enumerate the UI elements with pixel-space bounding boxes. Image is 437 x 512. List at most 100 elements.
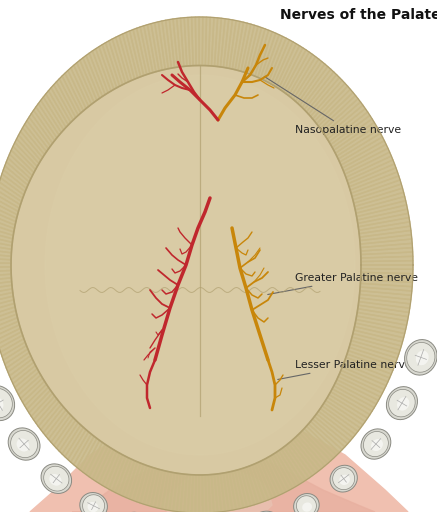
Polygon shape bbox=[0, 274, 11, 280]
Polygon shape bbox=[335, 126, 378, 156]
Polygon shape bbox=[235, 22, 247, 71]
Polygon shape bbox=[112, 37, 128, 83]
Polygon shape bbox=[0, 300, 14, 310]
Polygon shape bbox=[191, 475, 196, 512]
Polygon shape bbox=[170, 19, 177, 68]
Polygon shape bbox=[162, 472, 171, 510]
Polygon shape bbox=[316, 89, 353, 126]
Polygon shape bbox=[268, 38, 289, 84]
Polygon shape bbox=[279, 46, 303, 90]
Polygon shape bbox=[133, 464, 147, 502]
Polygon shape bbox=[23, 124, 46, 155]
Polygon shape bbox=[59, 422, 81, 454]
Polygon shape bbox=[341, 367, 386, 389]
Polygon shape bbox=[65, 71, 86, 111]
Ellipse shape bbox=[17, 438, 29, 452]
Polygon shape bbox=[0, 259, 11, 263]
Polygon shape bbox=[31, 110, 55, 143]
Polygon shape bbox=[241, 468, 254, 506]
Polygon shape bbox=[304, 72, 336, 112]
Polygon shape bbox=[109, 39, 125, 84]
Polygon shape bbox=[326, 397, 365, 425]
Polygon shape bbox=[144, 25, 156, 73]
Polygon shape bbox=[0, 245, 12, 253]
Polygon shape bbox=[361, 257, 413, 262]
Polygon shape bbox=[298, 433, 328, 466]
Polygon shape bbox=[326, 105, 365, 139]
Polygon shape bbox=[238, 23, 251, 71]
Polygon shape bbox=[260, 460, 279, 497]
Polygon shape bbox=[166, 19, 174, 68]
Polygon shape bbox=[298, 64, 328, 105]
Polygon shape bbox=[258, 461, 276, 498]
Polygon shape bbox=[0, 325, 21, 340]
Polygon shape bbox=[268, 456, 289, 492]
Polygon shape bbox=[21, 378, 45, 402]
Polygon shape bbox=[0, 250, 11, 257]
Polygon shape bbox=[223, 19, 232, 68]
Polygon shape bbox=[345, 357, 391, 378]
Polygon shape bbox=[133, 28, 147, 76]
Polygon shape bbox=[274, 42, 296, 87]
Polygon shape bbox=[302, 429, 333, 461]
Polygon shape bbox=[324, 102, 363, 137]
Polygon shape bbox=[337, 130, 381, 159]
Polygon shape bbox=[205, 475, 210, 512]
Polygon shape bbox=[252, 29, 269, 76]
Polygon shape bbox=[357, 209, 408, 223]
Polygon shape bbox=[46, 91, 68, 127]
Polygon shape bbox=[352, 333, 401, 350]
Polygon shape bbox=[119, 459, 135, 496]
Polygon shape bbox=[45, 75, 355, 455]
Polygon shape bbox=[18, 132, 43, 160]
Polygon shape bbox=[74, 62, 94, 104]
Polygon shape bbox=[0, 296, 14, 306]
Polygon shape bbox=[337, 376, 381, 400]
Polygon shape bbox=[93, 49, 111, 93]
Polygon shape bbox=[359, 294, 411, 304]
Polygon shape bbox=[106, 41, 123, 86]
Polygon shape bbox=[252, 464, 269, 501]
Polygon shape bbox=[109, 455, 125, 491]
Polygon shape bbox=[360, 283, 412, 291]
Polygon shape bbox=[126, 31, 141, 78]
Polygon shape bbox=[68, 68, 89, 109]
Polygon shape bbox=[279, 449, 303, 484]
Polygon shape bbox=[361, 248, 413, 254]
Ellipse shape bbox=[296, 496, 316, 512]
Polygon shape bbox=[102, 42, 120, 88]
Polygon shape bbox=[311, 419, 345, 450]
Polygon shape bbox=[218, 18, 225, 67]
Polygon shape bbox=[123, 32, 138, 79]
Polygon shape bbox=[0, 220, 14, 232]
Ellipse shape bbox=[330, 465, 357, 492]
Polygon shape bbox=[18, 375, 43, 398]
Polygon shape bbox=[340, 370, 384, 393]
Polygon shape bbox=[354, 323, 405, 338]
Polygon shape bbox=[147, 468, 159, 506]
Polygon shape bbox=[29, 390, 52, 416]
Ellipse shape bbox=[302, 502, 312, 511]
Polygon shape bbox=[0, 289, 13, 297]
Polygon shape bbox=[180, 474, 187, 512]
Polygon shape bbox=[360, 287, 412, 295]
Ellipse shape bbox=[0, 389, 12, 418]
Polygon shape bbox=[80, 438, 100, 472]
Polygon shape bbox=[316, 411, 353, 441]
Polygon shape bbox=[347, 160, 395, 184]
Polygon shape bbox=[34, 396, 57, 423]
Polygon shape bbox=[96, 47, 114, 91]
Polygon shape bbox=[351, 337, 400, 354]
Polygon shape bbox=[83, 55, 102, 98]
Polygon shape bbox=[266, 457, 286, 494]
Polygon shape bbox=[309, 421, 342, 453]
Polygon shape bbox=[30, 400, 408, 512]
Polygon shape bbox=[0, 174, 25, 195]
Polygon shape bbox=[86, 442, 105, 477]
Ellipse shape bbox=[339, 475, 350, 485]
Polygon shape bbox=[10, 359, 34, 380]
Polygon shape bbox=[116, 458, 132, 495]
Polygon shape bbox=[188, 17, 193, 66]
Polygon shape bbox=[238, 469, 251, 507]
Polygon shape bbox=[358, 218, 410, 230]
